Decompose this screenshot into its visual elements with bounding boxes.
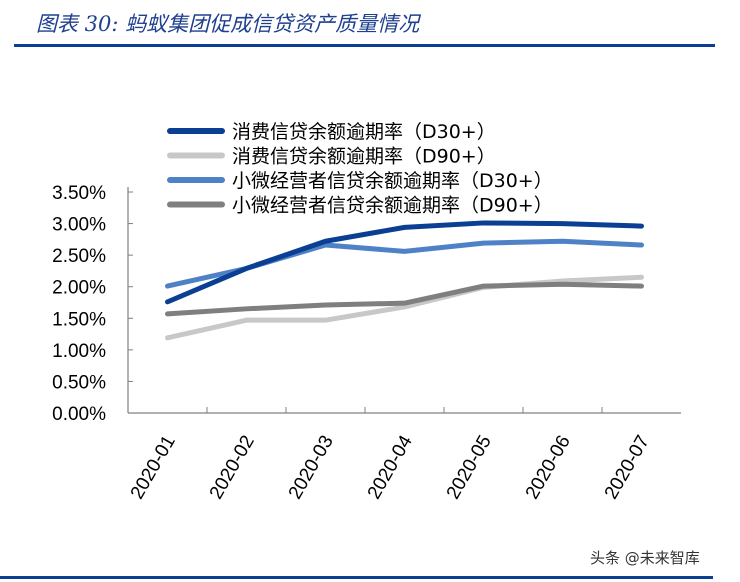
legend-label: 消费信贷余额逾期率（D90+） bbox=[232, 146, 496, 168]
figure-title: 图表 30: 蚂蚁集团促成信贷资产质量情况 bbox=[36, 12, 420, 36]
x-tick-label: 2020-04 bbox=[364, 432, 417, 503]
x-tick-label: 2020-03 bbox=[285, 432, 338, 503]
legend-label: 消费信贷余额逾期率（D30+） bbox=[232, 121, 496, 143]
x-tick-label: 2020-02 bbox=[206, 432, 259, 503]
title-rule bbox=[14, 44, 715, 47]
y-tick-label: 2.00% bbox=[52, 278, 106, 299]
y-tick-label: 0.50% bbox=[52, 372, 106, 393]
x-tick-label: 2020-06 bbox=[522, 432, 575, 503]
series-line-3 bbox=[165, 281, 644, 317]
bottom-rule bbox=[0, 576, 713, 579]
legend-label: 小微经营者信贷余额逾期率（D90+） bbox=[232, 195, 553, 217]
x-tick-label: 2020-01 bbox=[127, 432, 180, 503]
series-line-0 bbox=[165, 220, 644, 305]
y-tick-label: 1.50% bbox=[52, 309, 106, 330]
legend-label: 小微经营者信贷余额逾期率（D30+） bbox=[232, 170, 553, 192]
y-tick-label: 1.00% bbox=[52, 341, 106, 362]
y-tick-label: 3.50% bbox=[52, 183, 106, 204]
series-line-1 bbox=[165, 274, 644, 341]
y-tick-label: 2.50% bbox=[52, 246, 106, 267]
y-tick-label: 3.00% bbox=[52, 215, 106, 236]
y-tick-label: 0.00% bbox=[52, 404, 106, 425]
watermark: 头条 @未来智库 bbox=[590, 549, 700, 567]
x-tick-label: 2020-05 bbox=[443, 432, 496, 503]
x-tick-label: 2020-07 bbox=[601, 432, 654, 503]
